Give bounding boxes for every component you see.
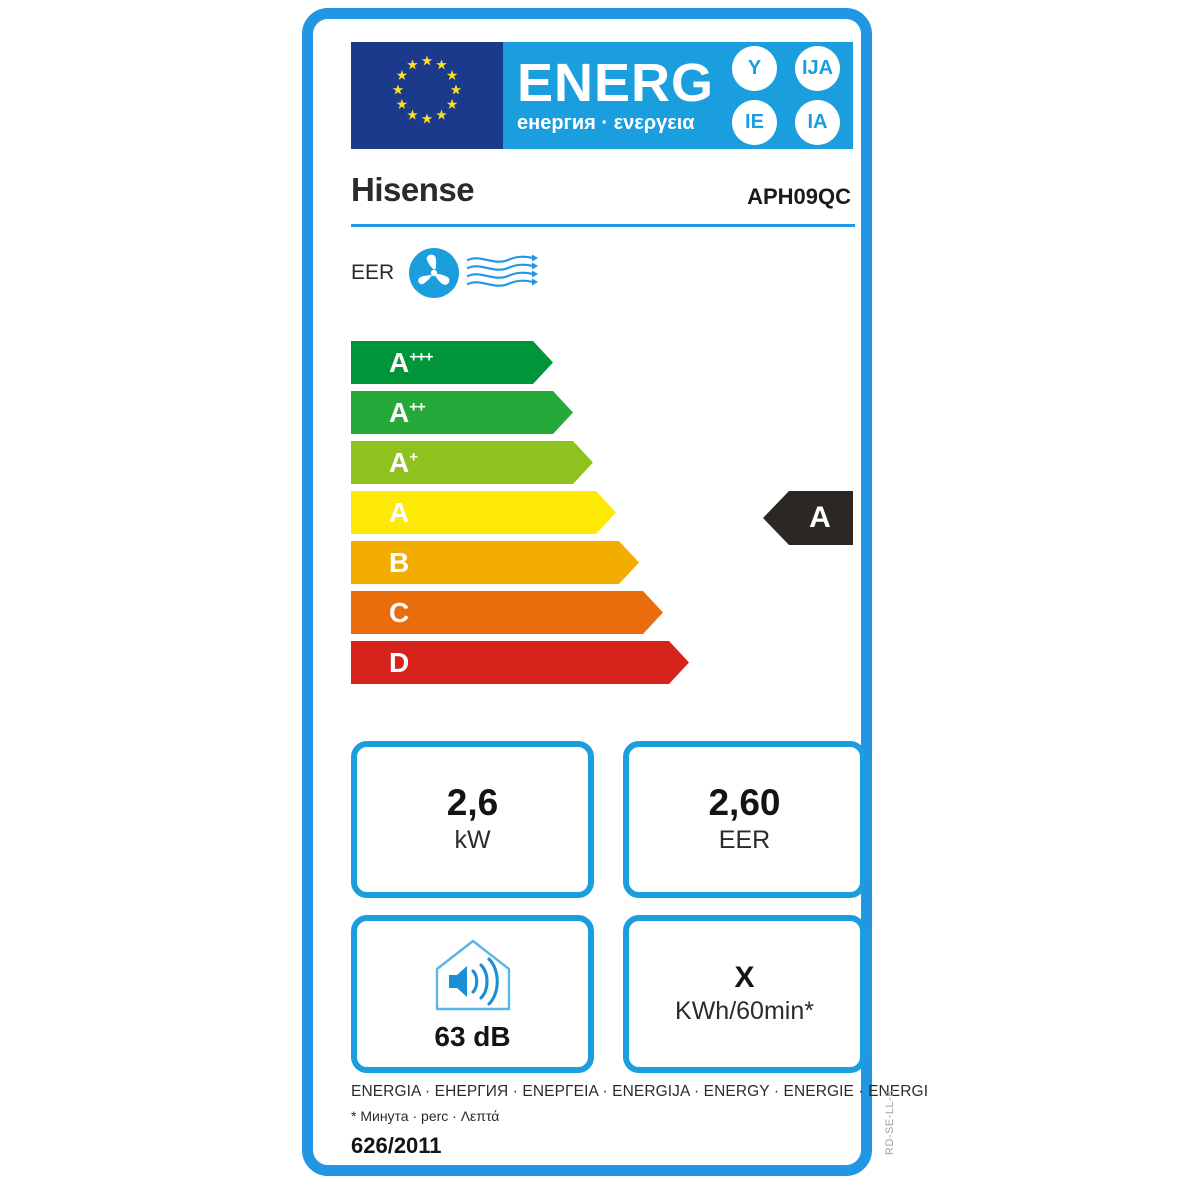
cooling-capacity-box: 2,6 kW bbox=[351, 741, 594, 898]
scale-row-c: C bbox=[351, 591, 711, 634]
regulation-reference: 626/2011 bbox=[351, 1133, 442, 1158]
eer-metric-row: EER bbox=[351, 237, 651, 309]
scale-label-a3: A+++ bbox=[389, 346, 434, 378]
scale-row-a-plus: A+ bbox=[351, 441, 711, 484]
energ-word: ENERG bbox=[517, 52, 715, 113]
scale-row-a-plus-plus-plus: A+++ bbox=[351, 341, 711, 384]
footer-minute-note: * Минута · perc · Λεπτά bbox=[351, 1108, 500, 1124]
lang-badge-ija: IJA bbox=[795, 46, 840, 92]
eer-label: EER bbox=[351, 261, 395, 284]
eer-rating-box: 2,60 EER bbox=[623, 741, 866, 898]
energ-subtitle: енергия · ενεργεια bbox=[517, 112, 695, 135]
eer-rating-value: 2,60 bbox=[708, 782, 781, 824]
energy-class-scale: A+++ A++ A+ bbox=[351, 341, 711, 691]
footer-block: ENERGIA · ЕНЕРГИЯ · ΕΝΕΡΓΕΙΑ · ENERGIJA … bbox=[351, 1083, 929, 1124]
energ-header: ENERG енергия · ενεργεια Y IJA IE IA bbox=[351, 42, 853, 149]
scale-sup-a3: +++ bbox=[409, 348, 433, 366]
label-inner-content: ENERG енергия · ενεργεια Y IJA IE IA His… bbox=[313, 19, 929, 1165]
noise-level-value: 63 dB bbox=[434, 1021, 511, 1052]
energ-wordmark: ENERG енергия · ενεργεια bbox=[503, 52, 723, 135]
scale-row-a: A bbox=[351, 491, 711, 534]
language-badges: Y IJA IE IA bbox=[723, 42, 853, 149]
brand-row: Hisense APH09QC bbox=[351, 169, 853, 221]
eu-flag-icon bbox=[351, 42, 503, 149]
lang-badge-y: Y bbox=[732, 46, 777, 92]
scale-label-a1: A+ bbox=[389, 446, 418, 478]
eer-rating-unit: EER bbox=[718, 825, 771, 854]
scale-row-d: D bbox=[351, 641, 711, 684]
scale-bar-shape bbox=[351, 541, 639, 584]
side-reference-code: RD-SE-LL-K bbox=[884, 1088, 896, 1155]
scale-label-a: A bbox=[389, 496, 410, 528]
scale-sup-a2: ++ bbox=[409, 398, 426, 416]
lang-badge-ia: IA bbox=[795, 99, 840, 145]
cooling-capacity-unit: kW bbox=[454, 825, 491, 854]
fan-icon bbox=[409, 248, 460, 298]
cooling-capacity-value: 2,6 bbox=[446, 782, 499, 824]
scale-bar-shape bbox=[351, 591, 663, 634]
scale-bar-shape bbox=[351, 391, 573, 434]
scale-label-a2: A++ bbox=[389, 396, 426, 428]
brand-name: Hisense bbox=[351, 171, 475, 208]
energy-consumption-unit: KWh/60min* bbox=[675, 996, 814, 1025]
scale-label-c: C bbox=[389, 596, 410, 628]
energ-blue-band: ENERG енергия · ενεργεια Y IJA IE IA bbox=[503, 42, 853, 149]
model-code: APH09QC bbox=[747, 184, 851, 209]
pointer-arrow-shape bbox=[763, 491, 853, 545]
scale-label-b: B bbox=[389, 546, 410, 578]
footer-language-list: ENERGIA · ЕНЕРГИЯ · ΕΝΕΡΓΕΙΑ · ENERGIJA … bbox=[351, 1083, 929, 1100]
eu-stars-icon bbox=[351, 42, 503, 149]
scale-row-a-plus-plus: A++ bbox=[351, 391, 711, 434]
eu-energy-label: ENERG енергия · ενεργεια Y IJA IE IA His… bbox=[302, 8, 929, 1176]
lang-badge-ie: IE bbox=[732, 99, 777, 145]
scale-sup-a1: + bbox=[409, 448, 418, 466]
house-sound-icon bbox=[435, 939, 510, 1011]
energy-consumption-value: X bbox=[734, 961, 755, 995]
energy-consumption-box: X KWh/60min* bbox=[623, 915, 866, 1073]
energy-class-pointer: A bbox=[763, 489, 859, 547]
scale-label-d: D bbox=[389, 646, 410, 678]
brand-divider bbox=[351, 224, 855, 227]
scale-row-b: B bbox=[351, 541, 711, 584]
scale-bar-shape bbox=[351, 641, 689, 684]
scale-bar-shape bbox=[351, 491, 616, 534]
noise-level-box: 63 dB bbox=[351, 915, 594, 1073]
scale-bar-shape bbox=[351, 341, 553, 384]
airflow-lines-icon bbox=[467, 254, 539, 287]
scale-bar-shape bbox=[351, 441, 593, 484]
